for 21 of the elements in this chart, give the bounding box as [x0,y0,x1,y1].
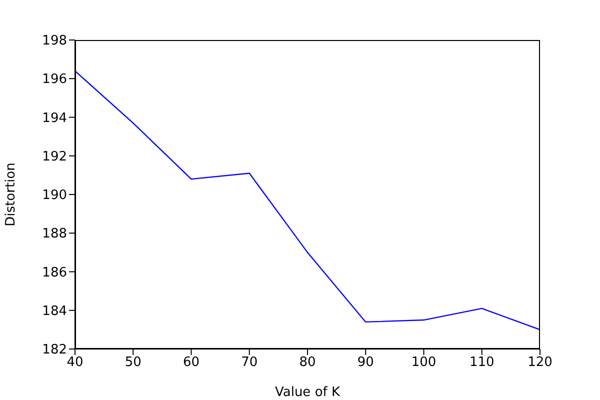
x-axis-title: Value of K [274,385,340,400]
line-series [75,70,540,330]
y-axis-title: Distortion [4,162,19,226]
y-tick-label: 196 [42,72,67,88]
y-tick-label: 190 [42,188,67,204]
x-tick-label: 60 [182,355,200,370]
x-tick-label: 50 [124,355,142,370]
x-tick-label: 80 [299,355,316,370]
x-tick-label: 110 [469,355,494,370]
y-tick-label: 198 [42,34,67,49]
x-tick-label: 40 [66,355,84,370]
y-tick-label: 184 [42,304,67,319]
y-tick-label: 192 [42,149,67,164]
x-tick-label: 120 [528,355,552,370]
x-tick-label: 100 [411,355,436,370]
y-tick-label: 188 [42,226,67,242]
y-tick-label: 186 [42,265,67,280]
x-tick-label: 90 [357,355,374,370]
y-tick-label: 182 [42,342,67,358]
x-tick-label: 70 [241,355,258,370]
y-tick-label: 194 [42,110,67,126]
